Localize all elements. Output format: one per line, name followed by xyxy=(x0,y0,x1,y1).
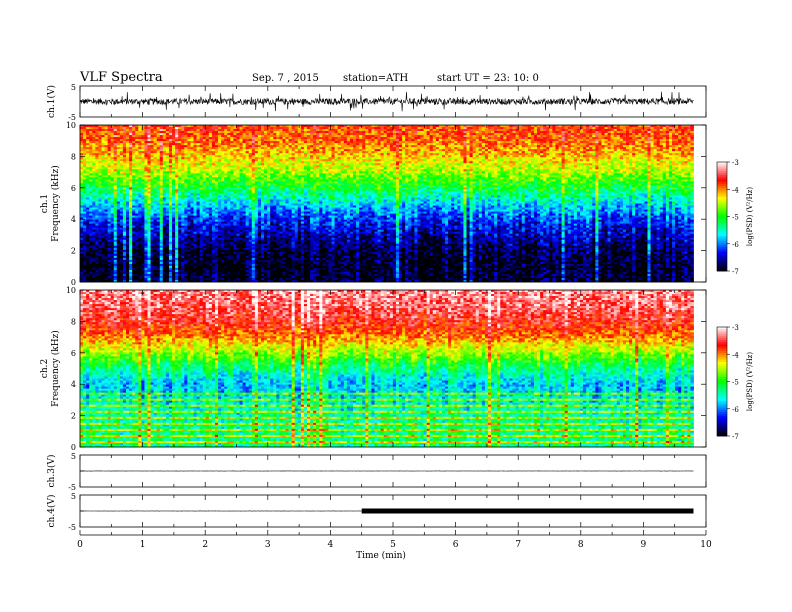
ch1-waveform-ylabel: ch.1(V) xyxy=(46,85,57,118)
ch1-waveform-trace xyxy=(80,92,694,112)
ch1-waveform-ytick-label: 5 xyxy=(71,83,76,92)
ch1-waveform-panel: 5-5ch.1(V) xyxy=(46,83,706,122)
